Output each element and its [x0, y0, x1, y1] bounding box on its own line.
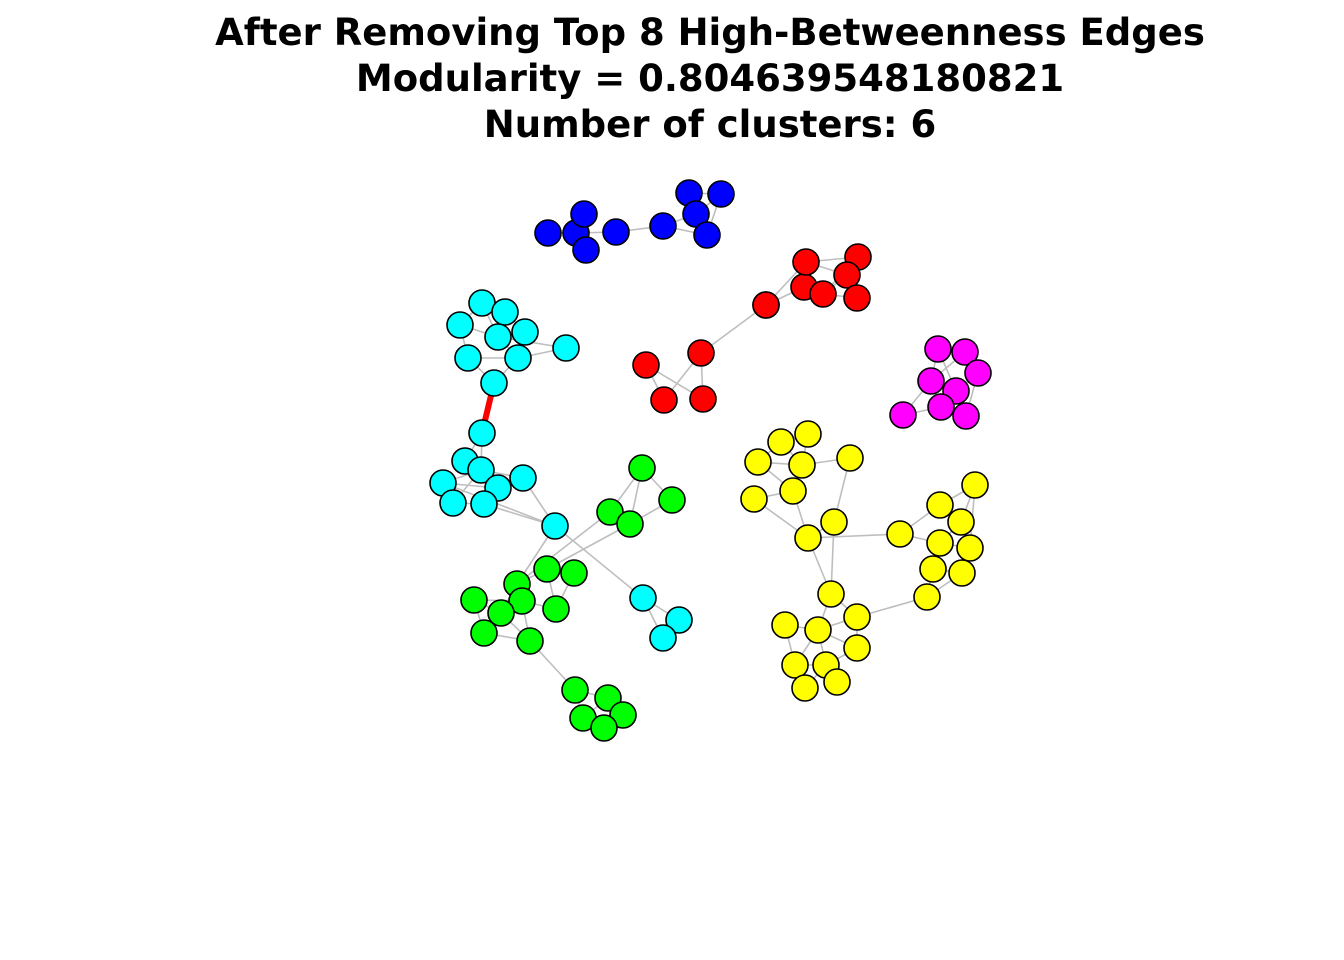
node-yellow [926, 491, 954, 519]
node-cyan [446, 311, 474, 339]
node-yellow [919, 555, 947, 583]
node-blue [707, 180, 735, 208]
node-yellow [823, 668, 851, 696]
node-cyan [649, 624, 677, 652]
node-blue [693, 221, 721, 249]
edge [546, 523, 631, 570]
node-magenta [917, 367, 945, 395]
node-yellow [817, 580, 845, 608]
node-blue [534, 219, 562, 247]
node-green [460, 586, 488, 614]
node-yellow [791, 674, 819, 702]
node-yellow [843, 603, 871, 631]
node-yellow [926, 529, 954, 557]
node-cyan [552, 334, 580, 362]
node-cyan [468, 419, 496, 447]
node-blue [602, 218, 630, 246]
node-green [628, 454, 656, 482]
edge [807, 533, 901, 539]
node-yellow [961, 471, 989, 499]
node-yellow [947, 508, 975, 536]
node-cyan [439, 489, 467, 517]
title-line-2: Modularity = 0.804639548180821 [355, 57, 1065, 100]
node-cyan [470, 490, 498, 518]
node-cyan [541, 512, 569, 540]
node-red [843, 284, 871, 312]
node-yellow [740, 485, 768, 513]
node-yellow [843, 634, 871, 662]
node-yellow [913, 583, 941, 611]
node-yellow [794, 420, 822, 448]
node-yellow [820, 508, 848, 536]
node-magenta [889, 401, 917, 429]
node-yellow [779, 477, 807, 505]
node-cyan [491, 298, 519, 326]
node-blue [570, 200, 598, 228]
node-blue [649, 212, 677, 240]
node-green [516, 627, 544, 655]
node-green [616, 510, 644, 538]
edge [442, 482, 556, 527]
node-green [561, 676, 589, 704]
node-red [809, 280, 837, 308]
node-yellow [767, 428, 795, 456]
node-green [533, 555, 561, 583]
node-cyan [665, 606, 693, 634]
node-magenta [951, 338, 979, 366]
node-cyan [509, 464, 537, 492]
title-line-3: Number of clusters: 6 [483, 103, 937, 146]
node-green [508, 587, 536, 615]
node-cyan [480, 369, 508, 397]
node-green [609, 701, 637, 729]
node-green [658, 486, 686, 514]
node-green [560, 559, 588, 587]
node-cyan [511, 318, 539, 346]
node-yellow [794, 524, 822, 552]
node-green [542, 595, 570, 623]
edge [516, 511, 611, 585]
node-red [650, 386, 678, 414]
node-yellow [788, 451, 816, 479]
node-magenta [927, 393, 955, 421]
node-red [833, 261, 861, 289]
node-red [687, 339, 715, 367]
node-yellow [836, 444, 864, 472]
node-cyan [468, 289, 496, 317]
node-magenta [924, 335, 952, 363]
node-magenta [964, 359, 992, 387]
node-red [689, 385, 717, 413]
node-yellow [948, 559, 976, 587]
node-yellow [804, 616, 832, 644]
node-green [487, 599, 515, 627]
node-cyan [484, 323, 512, 351]
node-green [596, 498, 624, 526]
node-cyan [467, 456, 495, 484]
node-cyan [454, 344, 482, 372]
node-green [590, 714, 618, 742]
node-red [792, 248, 820, 276]
chart-title: After Removing Top 8 High-Betweenness Ed… [0, 10, 1344, 148]
edge [554, 525, 644, 599]
title-line-1: After Removing Top 8 High-Betweenness Ed… [215, 11, 1205, 54]
node-yellow [781, 651, 809, 679]
node-yellow [771, 611, 799, 639]
nodes-layer [429, 179, 992, 742]
node-red [752, 291, 780, 319]
node-red [632, 351, 660, 379]
node-yellow [744, 448, 772, 476]
node-yellow [956, 534, 984, 562]
node-cyan [629, 584, 657, 612]
node-yellow [886, 520, 914, 548]
node-blue [572, 236, 600, 264]
node-green [470, 619, 498, 647]
node-magenta [952, 402, 980, 430]
node-cyan [504, 344, 532, 372]
